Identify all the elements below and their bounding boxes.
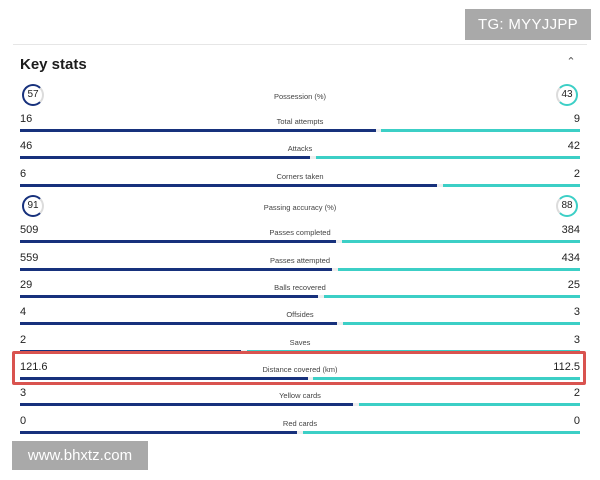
comparison-bar [20,295,580,298]
stat-label: Offsides [286,310,314,319]
home-value: 121.6 [20,361,48,373]
away-value: 2 [573,387,580,399]
home-bar [20,156,311,159]
away-bar [338,268,580,271]
stat-label: Distance covered (km) [262,365,338,374]
home-value: 559 [20,252,39,264]
away-bar [442,184,580,187]
stat-label: Total attempts [276,117,324,126]
away-bar [358,403,580,406]
home-value-ring: 91 [22,195,44,217]
away-value-ring: 88 [556,195,578,217]
home-bar [20,268,333,271]
home-value: 2 [20,334,27,346]
stat-label: Balls recovered [274,283,326,292]
away-bar [315,156,580,159]
stat-label: Passing accuracy (%) [263,203,337,212]
away-value: 3 [573,334,580,346]
comparison-bar [20,377,580,380]
home-value: 29 [20,279,33,291]
home-bar [20,431,298,434]
stat-label: Passes completed [269,228,331,237]
away-value: 9 [573,113,580,125]
stat-label: Passes attempted [269,256,331,265]
stat-label: Saves [289,338,311,347]
comparison-bar [20,240,580,243]
stat-label: Yellow cards [279,391,321,400]
comparison-bar [20,322,580,325]
comparison-bar [20,268,580,271]
stat-label: Corners taken [276,172,324,181]
panel-title: Key stats [20,56,87,73]
away-bar [323,295,580,298]
away-value-ring: 43 [556,84,578,106]
home-bar [20,322,337,325]
home-value: 4 [20,306,27,318]
home-value: 16 [20,113,33,125]
away-value: 42 [567,140,580,152]
away-bar [381,129,580,132]
away-value: 112.5 [553,361,580,373]
away-bar [342,322,580,325]
away-value: 434 [561,252,580,264]
comparison-bar [20,129,580,132]
comparison-bar [20,156,580,159]
home-bar [20,240,337,243]
comparison-bar [20,184,580,187]
home-value: 6 [20,168,27,180]
home-bar [20,377,308,380]
home-value-ring: 57 [22,84,44,106]
comparison-bar [20,403,580,406]
away-bar [342,240,580,243]
home-value: 509 [20,224,39,236]
stat-label: Attacks [287,144,313,153]
away-bar [302,431,580,434]
chevron-up-icon[interactable]: ⌃ [566,56,576,68]
key-stats-panel: Key stats ⌃ Possession (%) 57 43 Total atte… [13,44,587,441]
home-bar [20,184,438,187]
away-value: 0 [573,415,580,427]
watermark-telegram: TG: MYYJJPP [465,9,591,40]
home-bar [20,295,318,298]
away-value: 3 [573,306,580,318]
stat-label: Possession (%) [273,92,327,101]
stat-label: Red cards [282,419,318,428]
home-value: 46 [20,140,33,152]
away-value: 25 [567,279,580,291]
comparison-bar [20,431,580,434]
highlight-box [12,351,586,385]
home-value: 0 [20,415,27,427]
home-bar [20,129,376,132]
away-value: 2 [573,168,580,180]
away-value: 384 [561,224,580,236]
home-value: 3 [20,387,27,399]
watermark-website: www.bhxtz.com [12,441,148,470]
away-bar [313,377,580,380]
home-bar [20,403,354,406]
